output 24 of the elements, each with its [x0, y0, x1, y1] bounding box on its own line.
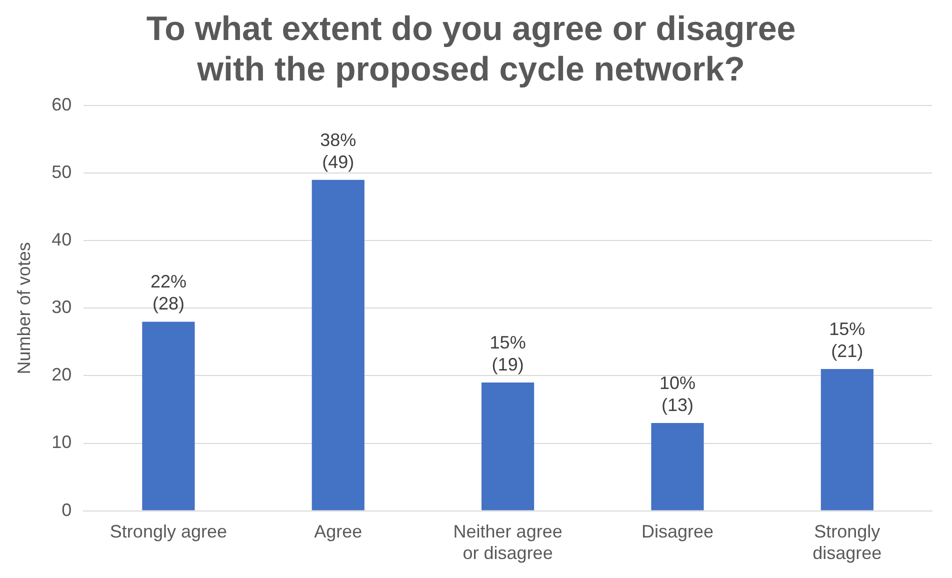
data-label: 15% (19)	[490, 332, 526, 374]
y-tick-label: 50	[52, 162, 72, 182]
data-label: 38% (49)	[320, 130, 356, 172]
x-tick-label: Strongly agree	[110, 522, 227, 542]
y-tick-label: 0	[62, 500, 72, 520]
bar	[651, 423, 704, 510]
bar	[482, 382, 534, 510]
data-label: 15% (21)	[829, 318, 866, 361]
y-tick-label: 60	[52, 94, 72, 115]
bar	[142, 322, 195, 510]
data-label: 10% (13)	[659, 372, 696, 415]
chart-title: To what extent do you agree or disagree with the proposed cycle network?	[146, 10, 796, 89]
x-tick-label: Neither agree or disagree	[453, 522, 562, 564]
data-label: 22% (28)	[150, 272, 186, 314]
bar	[312, 180, 364, 510]
y-tick-label: 30	[52, 297, 72, 318]
y-tick-label: 20	[52, 364, 72, 385]
y-tick-label: 10	[52, 432, 72, 452]
y-axis-title: Number of votes	[14, 242, 34, 374]
x-tick-label: Strongly disagree	[812, 522, 882, 564]
y-tick-label: 40	[52, 230, 72, 250]
bar	[820, 368, 874, 510]
x-tick-label: Agree	[314, 522, 362, 542]
x-tick-label: Disagree	[641, 522, 714, 542]
